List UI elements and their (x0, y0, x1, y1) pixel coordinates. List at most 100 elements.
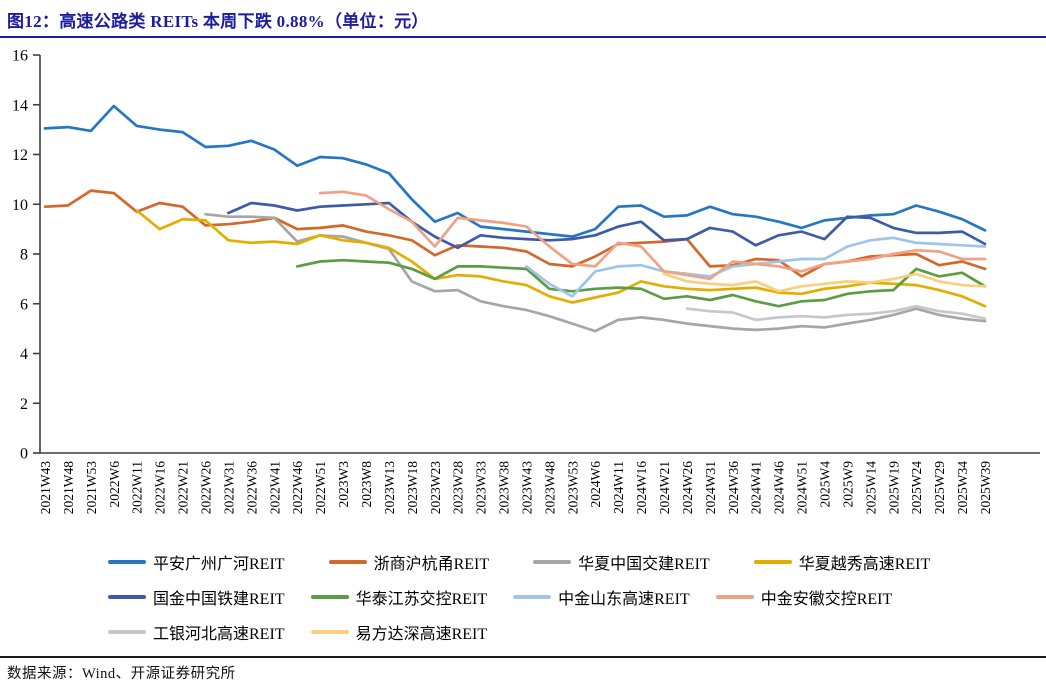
y-tick-label: 8 (20, 247, 28, 264)
x-tick-label: 2023W43 (519, 461, 534, 514)
legend-item: 中金山东高速REIT (513, 586, 690, 608)
x-tick-label: 2023W3 (336, 461, 351, 508)
x-tick-label: 2022W36 (244, 461, 259, 514)
legend-marker (108, 594, 146, 600)
legend-marker (310, 594, 349, 600)
x-tick-label: 2025W4 (818, 461, 833, 508)
x-tick-label: 2024W46 (772, 461, 787, 514)
figure-title: 图12：高速公路类 REITs 本周下跌 0.88%（单位：元） (7, 12, 429, 31)
title-rule (0, 36, 1046, 38)
series-line-华夏中国交建REIT (204, 212, 987, 333)
y-tick-label: 10 (12, 197, 28, 214)
series-line-中金安徽交控REIT (318, 190, 987, 281)
legend-item: 浙商沪杭甬REIT (328, 551, 490, 573)
x-tick-label: 2023W53 (565, 461, 580, 514)
legend-marker (310, 629, 349, 635)
x-tick-label: 2023W18 (405, 461, 420, 514)
x-tick-label: 2024W26 (680, 461, 695, 514)
x-tick-label: 2023W33 (474, 461, 489, 514)
series-line-浙商沪杭甬REIT (43, 189, 987, 278)
x-tick-label: 2025W19 (886, 461, 901, 514)
legend-marker (715, 594, 754, 600)
legend-marker (513, 594, 552, 600)
x-tick-label: 2022W31 (221, 461, 236, 514)
x-tick-label: 2024W16 (634, 461, 649, 514)
x-tick-label: 2024W21 (657, 461, 672, 514)
x-tick-label: 2022W41 (267, 461, 282, 514)
x-tick-label: 2022W21 (176, 461, 191, 514)
x-tick-label: 2022W46 (290, 461, 305, 514)
legend-item: 国金中国铁建REIT (108, 586, 285, 608)
x-tick-label: 2022W26 (198, 461, 213, 514)
source-note: 数据来源：Wind、开源证券研究所 (7, 666, 236, 682)
legend-marker (753, 559, 792, 565)
series-line-华夏越秀高速REIT (135, 209, 987, 308)
y-tick-label: 12 (12, 147, 28, 164)
x-tick-label: 2021W43 (38, 461, 53, 514)
legend-marker (108, 629, 146, 635)
x-tick-label: 2024W41 (749, 461, 764, 514)
legend-marker (533, 559, 572, 565)
legend-label: 易方达深高速REIT (355, 626, 488, 643)
x-tick-label: 2023W23 (428, 461, 443, 514)
x-tick-label: 2025W39 (978, 461, 993, 514)
y-tick-label: 0 (20, 446, 28, 463)
legend-item: 华泰江苏交控REIT (310, 586, 488, 608)
legend-item: 工银河北高速REIT (108, 621, 285, 643)
x-tick-label: 2025W9 (840, 461, 855, 508)
series-line-国金中国铁建REIT (227, 201, 987, 250)
x-tick-label: 2025W14 (863, 461, 878, 514)
x-tick-label: 2025W24 (909, 461, 924, 514)
legend-item: 中金安徽交控REIT (715, 586, 893, 608)
line-chart: 0 2 4 6 8 10 12 14 16 2021W43 2021W48 2021W53 2022W6… (12, 48, 1040, 514)
legend-label: 华夏中国交建REIT (578, 556, 710, 573)
series-line-易方达深高速REIT (662, 272, 987, 293)
legend-marker (108, 559, 146, 565)
x-tick-label: 2022W16 (153, 461, 168, 514)
x-tick-label: 2021W53 (84, 461, 99, 514)
x-tick-label: 2022W11 (130, 461, 145, 514)
legend-row: 工银河北高速REIT 易方达深高速REIT (108, 621, 974, 643)
series-line-工银河北高速REIT (685, 304, 987, 322)
x-tick-label: 2023W48 (542, 461, 557, 514)
x-tick-label: 2024W31 (703, 461, 718, 514)
x-tick-label: 2024W36 (726, 461, 741, 514)
legend-marker (328, 559, 367, 565)
x-tick-label: 2023W8 (359, 461, 374, 508)
x-tick-label: 2023W13 (382, 461, 397, 514)
legend-item: 易方达深高速REIT (310, 621, 488, 643)
x-tick-label: 2024W11 (611, 461, 626, 514)
series-line-华泰江苏交控REIT (295, 258, 987, 308)
legend-label: 平安广州广河REIT (153, 556, 285, 573)
x-tick-label: 2023W28 (451, 461, 466, 514)
footer-rule (0, 656, 1046, 658)
legend-label: 浙商沪杭甬REIT (373, 556, 490, 573)
legend-row: 平安广州广河REIT 浙商沪杭甬REIT 华夏中国交建REIT 华夏越秀高速REIT (108, 551, 974, 573)
legend-item: 华夏越秀高速REIT (753, 551, 931, 573)
y-tick-label: 2 (20, 396, 28, 413)
x-tick-label: 2024W6 (588, 461, 603, 508)
legend-item: 华夏中国交建REIT (533, 551, 710, 573)
x-tick-label: 2025W29 (932, 461, 947, 514)
legend-label: 华夏越秀高速REIT (798, 556, 931, 573)
legend-label: 中金安徽交控REIT (760, 591, 893, 608)
series-line-平安广州广河REIT (43, 104, 987, 238)
x-tick-label: 2022W51 (313, 461, 328, 514)
legend-label: 工银河北高速REIT (153, 626, 285, 643)
legend-item: 平安广州广河REIT (108, 551, 285, 573)
legend-label: 中金山东高速REIT (558, 591, 690, 608)
x-tick-label: 2022W6 (107, 461, 122, 508)
legend-label: 华泰江苏交控REIT (355, 591, 488, 608)
legend-row: 国金中国铁建REIT 华泰江苏交控REIT 中金山东高速REIT 中金安徽交控REIT (108, 586, 974, 608)
x-tick-label: 2025W34 (955, 461, 970, 514)
legend-label: 国金中国铁建REIT (153, 591, 285, 608)
y-tick-label: 14 (12, 97, 28, 114)
x-tick-label: 2023W38 (497, 461, 512, 514)
y-tick-label: 4 (20, 346, 28, 363)
x-tick-label: 2024W51 (795, 461, 810, 514)
y-tick-label: 6 (20, 296, 28, 313)
x-tick-label: 2021W48 (61, 461, 76, 514)
legend: 平安广州广河REIT 浙商沪杭甬REIT 华夏中国交建REIT 华夏越秀高速REIT 国… (108, 551, 974, 643)
y-tick-label: 16 (12, 48, 28, 65)
